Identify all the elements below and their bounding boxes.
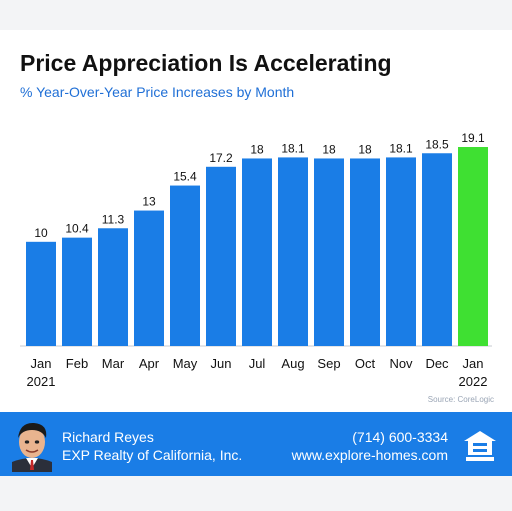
agent-phone[interactable]: (714) 600-3334 [352, 429, 448, 445]
x-tick-label: Dec [425, 356, 449, 371]
x-tick-label: Aug [281, 356, 304, 371]
data-label: 19.1 [461, 131, 485, 145]
x-tick-year-label: 2021 [27, 374, 56, 389]
x-tick-label: Jan [31, 356, 52, 371]
x-tick-label: Jul [249, 356, 266, 371]
data-label: 18.1 [389, 141, 413, 155]
bar [386, 157, 416, 346]
top-band [0, 0, 512, 30]
data-label: 10.4 [65, 222, 89, 236]
x-tick-label: Jan [463, 356, 484, 371]
agent-company: EXP Realty of California, Inc. [62, 447, 243, 463]
x-tick-label: Nov [389, 356, 413, 371]
bar [170, 185, 200, 346]
agent-website[interactable]: www.explore-homes.com [291, 447, 448, 463]
agent-footer: Richard Reyes EXP Realty of California, … [0, 412, 512, 476]
source-note: Source: CoreLogic [427, 395, 494, 404]
agent-avatar [12, 422, 52, 472]
bar [206, 166, 236, 346]
data-label: 18 [322, 142, 336, 156]
x-tick-year-label: 2022 [459, 374, 488, 389]
equal-housing-opportunity-icon [464, 431, 496, 461]
bar [242, 158, 272, 346]
data-label: 18.5 [425, 137, 449, 151]
data-label: 11.3 [102, 212, 125, 226]
bar [278, 157, 308, 346]
bar [422, 153, 452, 346]
bottom-band [0, 476, 512, 511]
data-label: 18 [250, 142, 264, 156]
data-label: 10 [34, 226, 48, 240]
x-tick-label: Jun [211, 356, 232, 371]
chart-subtitle: % Year-Over-Year Price Increases by Mont… [20, 84, 295, 100]
data-label: 15.4 [173, 170, 197, 184]
bar [62, 237, 92, 346]
agent-name: Richard Reyes [62, 429, 154, 445]
bar-chart: 10 Jan 2021 10.4 Feb 11.3 Mar 13 Apr 15.4 May 17.2 J… [20, 131, 492, 389]
x-tick-label: Apr [139, 356, 160, 371]
x-tick-label: Feb [66, 356, 88, 371]
x-tick-label: May [173, 356, 198, 371]
chart-title: Price Appreciation Is Accelerating [20, 50, 392, 76]
bar [314, 158, 344, 346]
x-tick-label: Sep [317, 356, 340, 371]
data-label: 18.1 [281, 141, 305, 155]
bar [26, 241, 56, 346]
bar [98, 228, 128, 346]
bar [134, 210, 164, 346]
data-label: 18 [358, 142, 372, 156]
x-tick-label: Oct [355, 356, 376, 371]
bar [350, 158, 380, 346]
bar [458, 147, 488, 346]
x-tick-label: Mar [102, 356, 125, 371]
data-label: 17.2 [209, 151, 233, 165]
data-label: 13 [142, 195, 156, 209]
